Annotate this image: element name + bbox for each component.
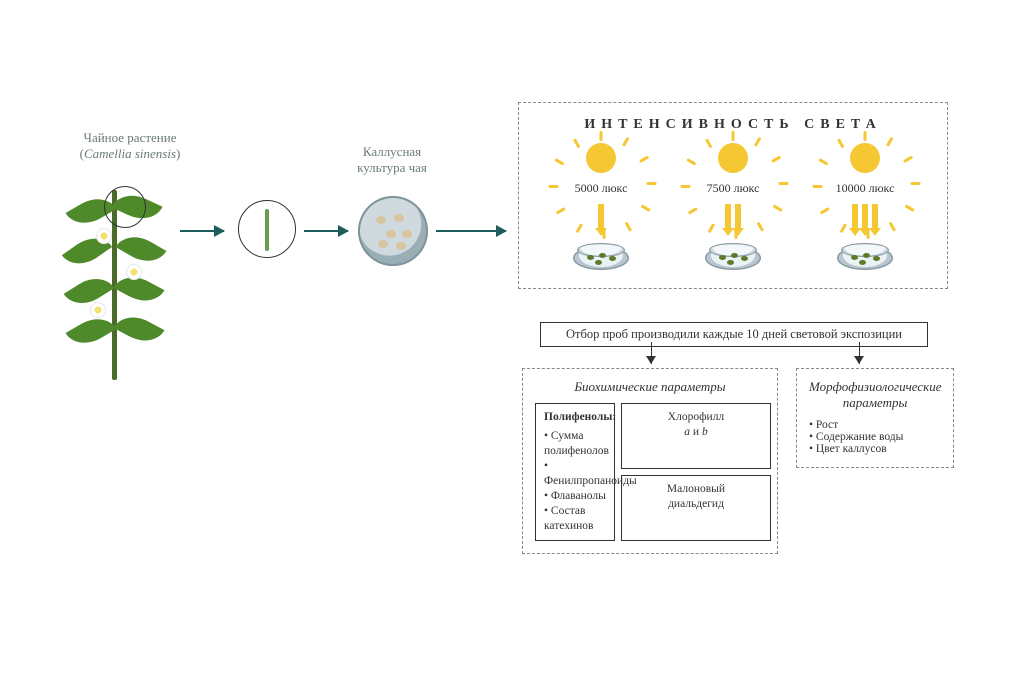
chlorophyll-mid: и xyxy=(690,426,702,438)
callus-label-line2: культура чая xyxy=(357,160,427,175)
plant-name-paren-close: ) xyxy=(176,146,180,161)
sampling-note-box: Отбор проб производили каждые 10 дней св… xyxy=(540,322,928,347)
sun-icon xyxy=(718,143,748,173)
sampling-note-text: Отбор проб производили каждые 10 дней св… xyxy=(540,322,928,347)
parameters-row: Биохимические параметры Хлорофилл а и b … xyxy=(522,368,954,554)
polyphenol-item: Сумма полифенолов xyxy=(544,429,606,459)
arrow-to-biochemical xyxy=(646,356,656,364)
lux-label: 10000 люкс xyxy=(805,181,925,196)
petri-dish-icon xyxy=(837,246,893,270)
plant-name-line1: Чайное растение xyxy=(84,130,177,145)
morphological-panel: Морфофизиологические параметры РостСодер… xyxy=(796,368,954,468)
polyphenol-item: Фенилпропаноиды xyxy=(544,459,606,489)
biochemical-title: Биохимические параметры xyxy=(535,379,765,395)
polyphenols-list: Сумма полифеноловФенилпропаноидыФлаванол… xyxy=(544,429,606,534)
morphological-list: РостСодержание водыЦвет каллусов xyxy=(809,419,941,455)
callus-dish-photo xyxy=(358,196,428,266)
arrow-sample-to-callus xyxy=(304,230,348,232)
sun-icon xyxy=(850,143,880,173)
chlorophyll-l1: Хлорофилл xyxy=(668,411,724,423)
chlorophyll-b: b xyxy=(702,426,708,438)
arrow-callus-to-light xyxy=(436,230,506,232)
polyphenol-item: Состав катехинов xyxy=(544,504,606,534)
light-column-1: 7500 люкс xyxy=(673,143,793,270)
polyphenols-cell: Полифенолы: Сумма полифеноловФенилпропан… xyxy=(535,403,615,541)
stem-sample-circle xyxy=(238,200,296,258)
light-column-0: 5000 люкс xyxy=(541,143,661,270)
lux-label: 7500 люкс xyxy=(673,181,793,196)
polyphenol-item: Флаванолы xyxy=(544,489,606,504)
light-arrows-down xyxy=(541,204,661,240)
light-arrows-down xyxy=(805,204,925,240)
mda-l2: диальдегид xyxy=(668,498,724,510)
morph-item: Рост xyxy=(809,419,941,431)
plant-latin-name: Camellia sinensis xyxy=(84,146,176,161)
arrow-plant-to-sample xyxy=(180,230,224,232)
light-intensity-panel: ИНТЕНСИВНОСТЬ СВЕТА 5000 люкс 7500 люкс 10… xyxy=(518,102,948,289)
light-column-2: 10000 люкс xyxy=(805,143,925,270)
sample-source-circle xyxy=(104,186,146,228)
morph-item: Содержание воды xyxy=(809,431,941,443)
morphological-title: Морфофизиологические параметры xyxy=(809,379,941,411)
plant-label: Чайное растение (Camellia sinensis) xyxy=(60,130,200,163)
light-arrows-down xyxy=(673,204,793,240)
petri-dish-icon xyxy=(705,246,761,270)
chlorophyll-cell: Хлорофилл а и b xyxy=(621,403,771,469)
morph-item: Цвет каллусов xyxy=(809,443,941,455)
biochemical-panel: Биохимические параметры Хлорофилл а и b … xyxy=(522,368,778,554)
sun-icon xyxy=(586,143,616,173)
mda-l1: Малоновый xyxy=(667,483,725,495)
petri-dish-icon xyxy=(573,246,629,270)
callus-label: Каллусная культура чая xyxy=(332,144,452,177)
light-panel-title: ИНТЕНСИВНОСТЬ СВЕТА xyxy=(541,117,925,133)
callus-label-line1: Каллусная xyxy=(363,144,421,159)
arrow-to-morphological xyxy=(854,356,864,364)
tea-plant-illustration xyxy=(60,170,170,390)
mda-cell: Малоновый диальдегид xyxy=(621,475,771,541)
polyphenols-title: Полифенолы: xyxy=(544,410,606,425)
lux-label: 5000 люкс xyxy=(541,181,661,196)
